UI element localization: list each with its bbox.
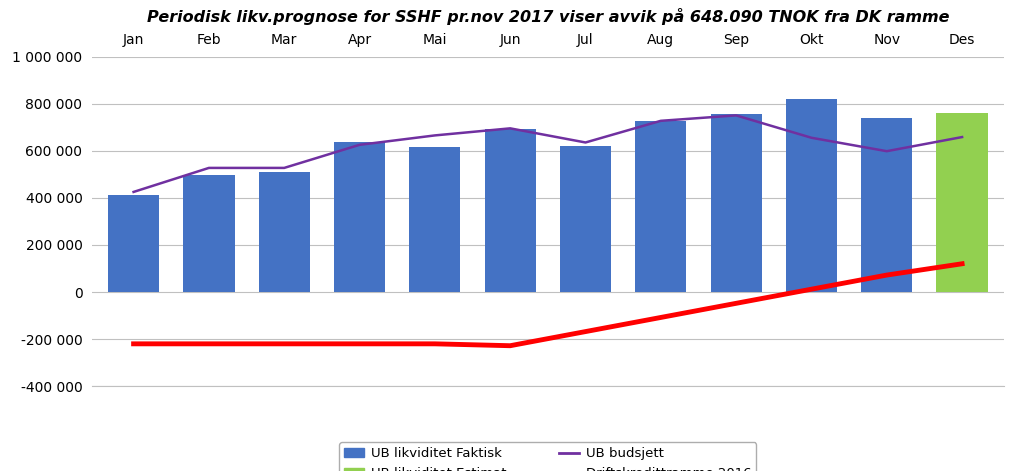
- Bar: [937, 113, 988, 292]
- Bar: [108, 195, 159, 292]
- Title: Periodisk likv.prognose for SSHF pr.nov 2017 viser avvik på 648.090 TNOK fra DK : Periodisk likv.prognose for SSHF pr.nov …: [146, 8, 949, 24]
- Bar: [711, 114, 762, 292]
- Bar: [410, 147, 461, 292]
- Bar: [785, 99, 837, 292]
- Bar: [259, 172, 310, 292]
- Bar: [183, 175, 234, 292]
- Bar: [861, 119, 912, 292]
- Bar: [560, 146, 611, 292]
- Bar: [484, 129, 536, 292]
- Legend: UB likviditet Faktisk, UB likviditet Estimat, UB budsjett, Driftskredittramme 20: UB likviditet Faktisk, UB likviditet Est…: [339, 442, 757, 471]
- Bar: [334, 142, 385, 292]
- Bar: [635, 121, 686, 292]
